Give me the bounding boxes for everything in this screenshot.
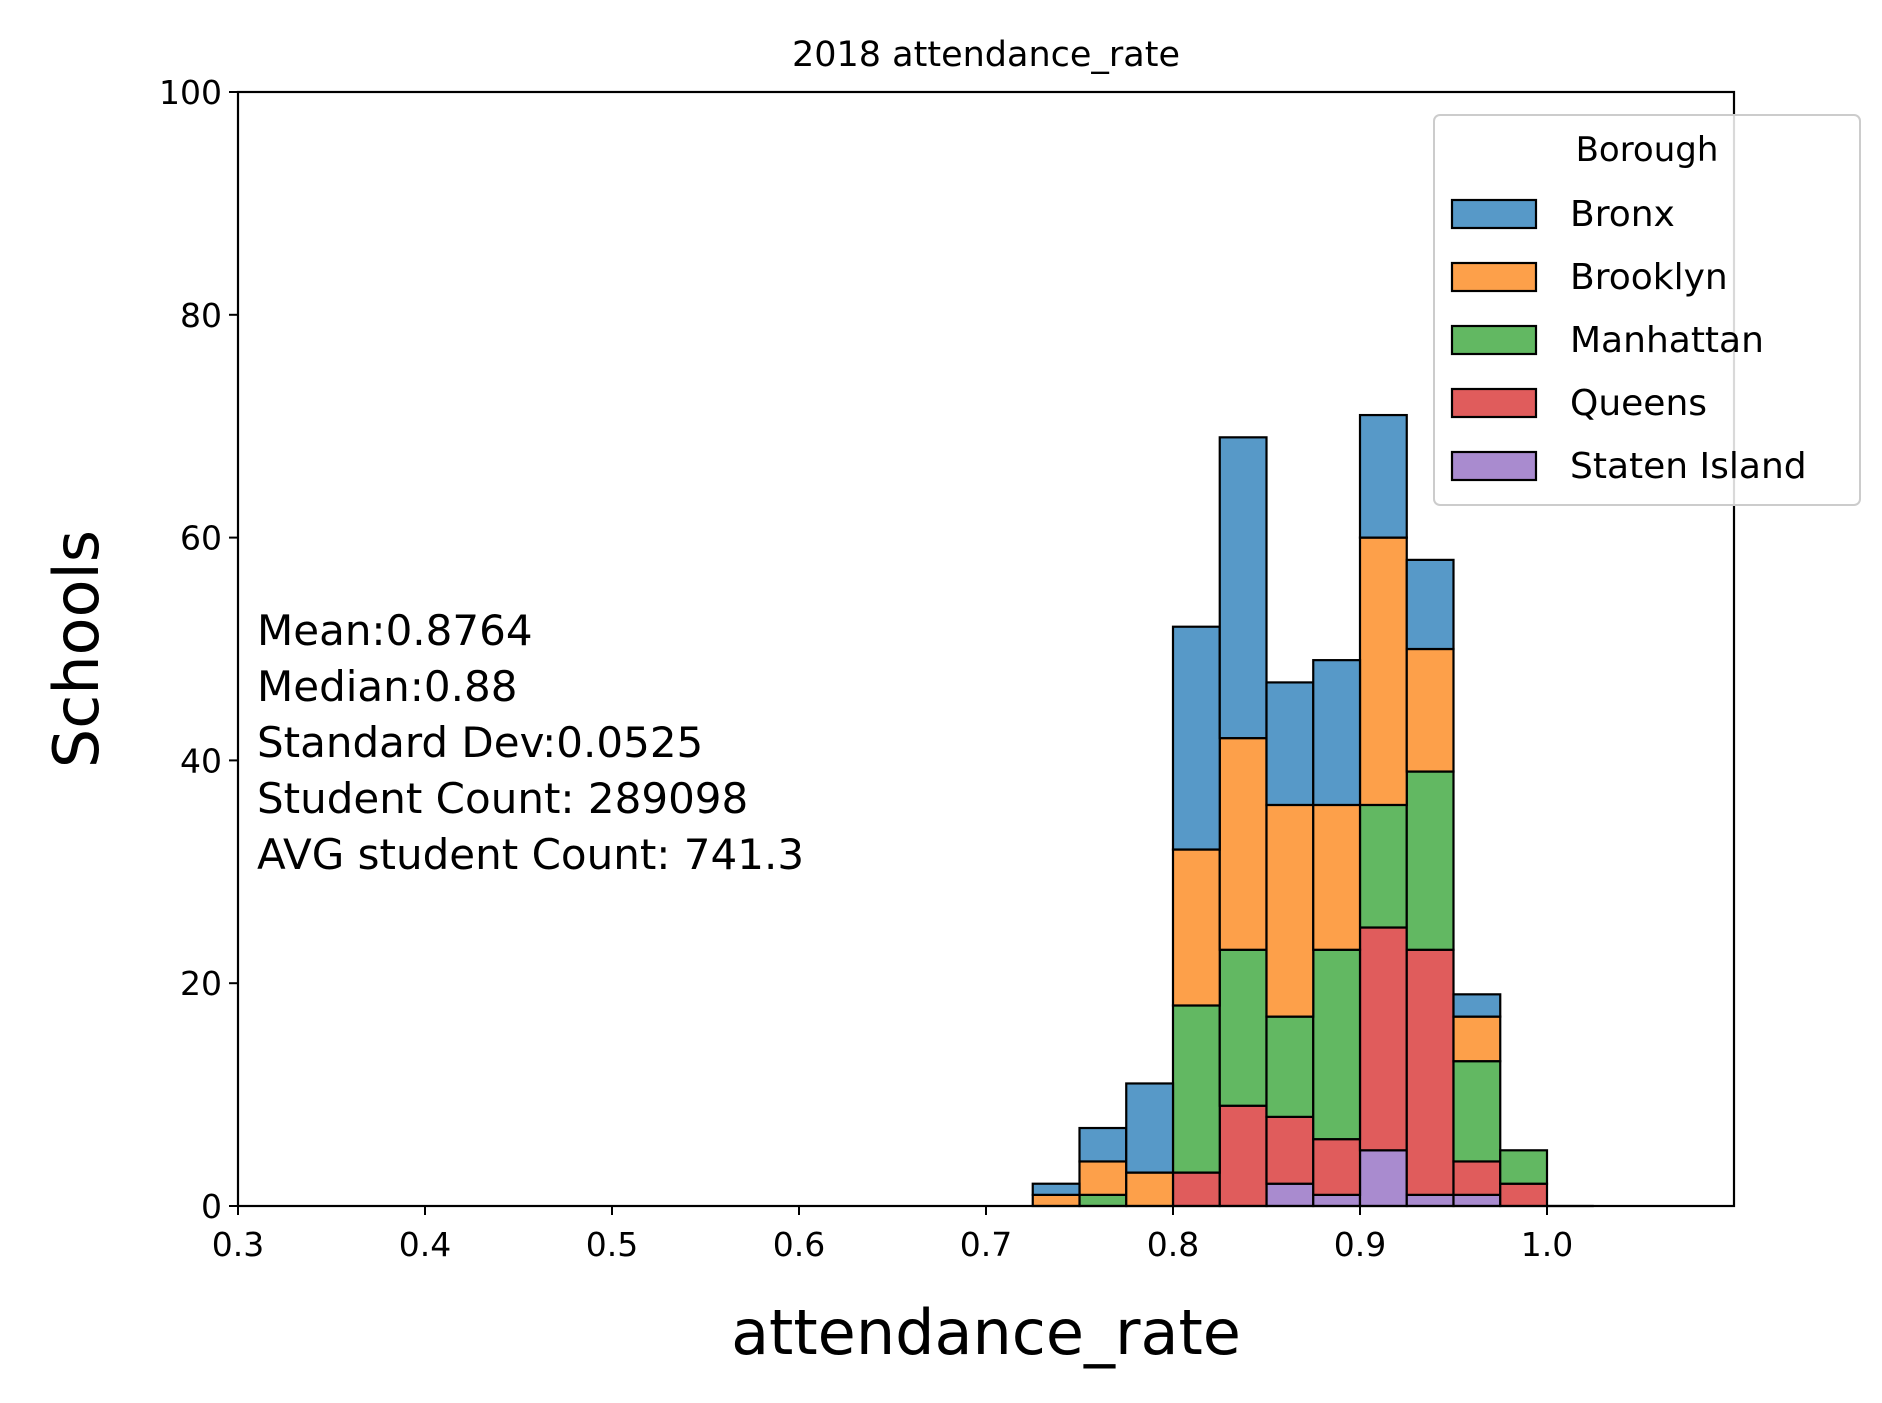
bar-brooklyn-bin-8 <box>1405 647 1455 773</box>
bar-queens-bin-7 <box>1358 926 1408 1152</box>
bar-brooklyn-bin-5 <box>1265 803 1315 1018</box>
stats-line: Student Count: 289098 <box>257 774 748 823</box>
bar-queens-bin-3 <box>1171 1171 1221 1208</box>
bar-bronx-bin-5 <box>1265 681 1315 807</box>
y-tick-label: 80 <box>180 296 222 335</box>
stats-line: Standard Dev:0.0525 <box>257 718 703 767</box>
bar-brooklyn-bin-9 <box>1452 1015 1502 1063</box>
bar-staten-island-bin-8 <box>1405 1193 1455 1208</box>
bar-queens-bin-8 <box>1405 948 1455 1196</box>
x-tick-label: 0.9 <box>1334 1225 1386 1264</box>
stats-line: Median:0.88 <box>257 662 517 711</box>
x-tick-label: 0.4 <box>399 1225 451 1264</box>
stats-annotation: Mean:0.8764 Median:0.88 Standard Dev:0.052… <box>257 606 804 879</box>
y-tick-label: 20 <box>180 964 222 1003</box>
legend-swatch-brooklyn <box>1450 261 1538 293</box>
legend-swatch-queens <box>1450 387 1538 419</box>
bar-bronx-bin-8 <box>1405 558 1455 651</box>
bar-brooklyn-bin-3 <box>1171 848 1221 1007</box>
bar-queens-bin-4 <box>1218 1104 1268 1208</box>
bar-manhattan-bin-7 <box>1358 803 1408 929</box>
bar-brooklyn-bin-2 <box>1125 1171 1175 1208</box>
legend-swatch-bronx <box>1450 198 1538 230</box>
x-tick-label: 0.5 <box>586 1225 638 1264</box>
bar-staten-island-bin-9 <box>1452 1193 1502 1208</box>
y-tick-label: 100 <box>159 73 222 112</box>
bar-staten-island-bin-7 <box>1358 1149 1408 1208</box>
legend-label-brooklyn: Brooklyn <box>1570 257 1728 298</box>
y-axis-label: Schools <box>40 530 113 768</box>
x-tick-label: 0.8 <box>1147 1225 1199 1264</box>
bar-bronx-bin-7 <box>1358 413 1408 539</box>
bar-brooklyn-bin-4 <box>1218 737 1268 951</box>
x-tick-label: 0.7 <box>960 1225 1012 1264</box>
y-tick-label: 60 <box>180 519 222 558</box>
bar-bronx-bin-1 <box>1078 1126 1128 1163</box>
x-tick-label: 0.3 <box>212 1225 264 1264</box>
legend-label-queens: Queens <box>1570 383 1707 424</box>
bar-manhattan-bin-5 <box>1265 1015 1315 1118</box>
bar-manhattan-bin-6 <box>1312 948 1362 1141</box>
bar-bronx-bin-0 <box>1031 1182 1081 1196</box>
bar-queens-bin-10 <box>1499 1182 1549 1208</box>
bar-manhattan-bin-3 <box>1171 1004 1221 1174</box>
legend-title: Borough <box>1576 130 1719 170</box>
legend-label-manhattan: Manhattan <box>1570 320 1764 361</box>
bar-queens-bin-6 <box>1312 1138 1362 1196</box>
chart-title: 2018 attendance_rate <box>792 35 1180 75</box>
bar-staten-island-bin-6 <box>1312 1193 1362 1208</box>
legend-swatch-staten-island <box>1450 450 1538 482</box>
legend-box <box>1433 114 1861 506</box>
bar-queens-bin-5 <box>1265 1115 1315 1185</box>
x-axis-label: attendance_rate <box>731 1296 1241 1369</box>
legend-label-bronx: Bronx <box>1570 194 1675 235</box>
bar-brooklyn-bin-0 <box>1031 1193 1081 1208</box>
x-tick-label: 1.0 <box>1521 1225 1573 1264</box>
legend-label-staten-island: Staten Island <box>1570 446 1807 487</box>
bar-brooklyn-bin-6 <box>1312 803 1362 951</box>
bar-manhattan-bin-10 <box>1499 1149 1549 1185</box>
bar-bronx-bin-6 <box>1312 659 1362 807</box>
bar-bronx-bin-9 <box>1452 993 1502 1018</box>
bar-manhattan-bin-1 <box>1078 1193 1128 1208</box>
bars-layer <box>1031 413 1594 1208</box>
y-axis: 0 20 40 60 80 100 <box>159 73 238 1226</box>
x-tick-label: 0.6 <box>773 1225 825 1264</box>
bar-manhattan-bin-9 <box>1452 1060 1502 1163</box>
y-tick-label: 40 <box>180 741 222 780</box>
bar-bronx-bin-3 <box>1171 625 1221 851</box>
bar-brooklyn-bin-7 <box>1358 536 1408 807</box>
bar-bronx-bin-4 <box>1218 436 1268 740</box>
y-tick-label: 0 <box>201 1187 222 1226</box>
stats-line: Mean:0.8764 <box>257 606 533 655</box>
bar-manhattan-bin-8 <box>1405 770 1455 951</box>
legend: Borough Bronx Brooklyn Manhattan Queens Stat… <box>1433 114 1861 506</box>
bar-brooklyn-bin-1 <box>1078 1160 1128 1196</box>
x-axis: 0.3 0.4 0.5 0.6 0.7 0.8 0.9 1.0 <box>212 1206 1573 1264</box>
legend-swatch-manhattan <box>1450 324 1538 356</box>
bar-manhattan-bin-4 <box>1218 948 1268 1107</box>
bar-staten-island-bin-5 <box>1265 1182 1315 1208</box>
legend-items: Bronx Brooklyn Manhattan Queens Staten Islan… <box>1450 194 1807 487</box>
bar-queens-bin-9 <box>1452 1160 1502 1196</box>
bar-bronx-bin-2 <box>1125 1082 1175 1174</box>
stats-line: AVG student Count: 741.3 <box>257 830 804 879</box>
